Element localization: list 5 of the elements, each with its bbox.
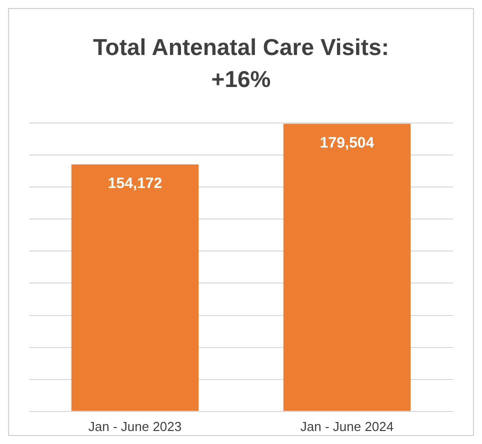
data-label: 179,504 [320,134,375,152]
data-label: 154,172 [108,175,162,192]
x-tick-label: Jan - June 2024 [300,418,394,434]
chart-title: Total Antenatal Care Visits: +16% [92,33,390,94]
x-tick-label: Jan - June 2023 [88,418,182,434]
